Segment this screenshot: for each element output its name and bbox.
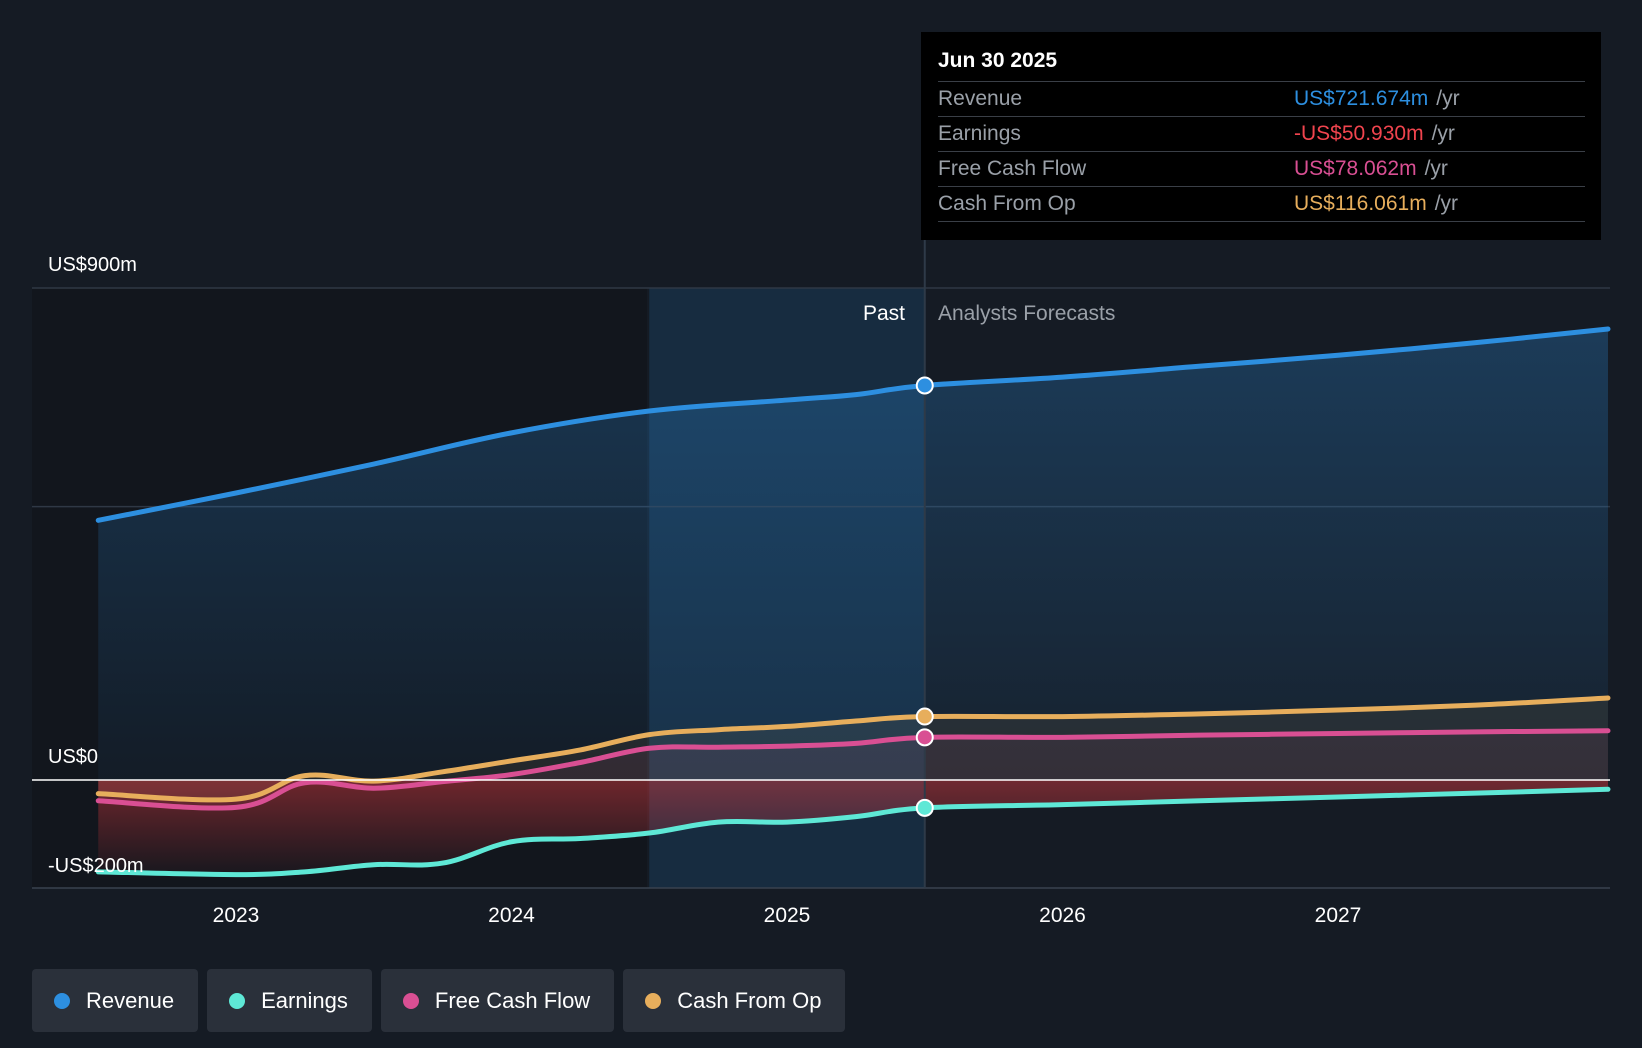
- y-axis-label-bottom: -US$200m: [48, 855, 144, 877]
- tooltip-unit: /yr: [1431, 122, 1455, 145]
- free-cash-flow-area: [98, 730, 1608, 809]
- tooltip-unit: /yr: [1436, 87, 1460, 110]
- earnings-dot-icon: [229, 992, 246, 1009]
- cash-from-op-marker: [915, 707, 934, 726]
- free-cash-flow-marker: [915, 728, 934, 747]
- earnings-line: [95, 786, 1611, 878]
- x-tick-label: 2024: [488, 904, 535, 927]
- tooltip-date: Jun 30 2025: [938, 46, 1585, 82]
- legend-item-revenue[interactable]: Revenue: [32, 969, 199, 1032]
- tooltip-row-earnings: Earnings -US$50.930m /yr: [938, 117, 1585, 152]
- analysts-forecasts-label: Analysts Forecasts: [938, 302, 1115, 325]
- tooltip-label: Free Cash Flow: [938, 157, 1087, 180]
- earnings-marker: [915, 798, 934, 817]
- legend-label: Revenue: [86, 987, 175, 1013]
- y-axis-label-top: US$900m: [48, 254, 137, 276]
- x-tick-label: 2025: [764, 904, 811, 927]
- y-axis-label-zero: US$0: [48, 746, 98, 768]
- tooltip-row-free-cash-flow: Free Cash Flow US$78.062m /yr: [938, 152, 1585, 187]
- x-tick-label: 2027: [1315, 904, 1362, 927]
- legend-label: Earnings: [261, 987, 348, 1013]
- tooltip-label: Earnings: [938, 122, 1021, 145]
- tooltip-row-revenue: Revenue US$721.674m /yr: [938, 82, 1585, 117]
- free-cash-flow-dot-icon: [402, 992, 419, 1009]
- earnings-revenue-chart: Past Analysts Forecasts US$900m US$0 -US…: [32, 240, 1611, 927]
- x-tick-label: 2026: [1039, 904, 1086, 927]
- tooltip-value: US$116.061m: [1294, 192, 1427, 215]
- tooltip-value: US$721.674m: [1294, 87, 1429, 110]
- tooltip-label: Revenue: [938, 87, 1023, 110]
- free-cash-flow-line: [95, 728, 1611, 811]
- x-tick-label: 2023: [213, 904, 260, 927]
- tooltip-value: -US$50.930m: [1294, 122, 1424, 145]
- legend-label: Free Cash Flow: [434, 987, 591, 1013]
- tooltip-unit: /yr: [1424, 157, 1448, 180]
- tooltip-label: Cash From Op: [938, 192, 1076, 215]
- revenue-line: [95, 326, 1611, 523]
- tooltip-unit: /yr: [1434, 192, 1459, 215]
- past-label: Past: [863, 302, 905, 325]
- revenue-dot-icon: [54, 992, 70, 1009]
- legend-item-earnings[interactable]: Earnings: [207, 969, 372, 1032]
- tooltip-row-cash-from-op: Cash From Op US$116.061m /yr: [938, 187, 1585, 222]
- legend-item-free-cash-flow[interactable]: Free Cash Flow: [380, 969, 615, 1032]
- cash-from-op-dot-icon: [645, 992, 662, 1009]
- tooltip-value: US$78.062m: [1294, 157, 1417, 180]
- legend-label: Cash From Op: [677, 987, 822, 1013]
- legend: Revenue Earnings Free Cash Flow Cash Fro…: [32, 969, 846, 1032]
- revenue-marker: [915, 376, 934, 395]
- cash-from-op-area: [98, 698, 1608, 800]
- tooltip: Jun 30 2025 Revenue US$721.674m /yr Earn…: [921, 32, 1601, 240]
- legend-item-cash-from-op[interactable]: Cash From Op: [623, 969, 846, 1032]
